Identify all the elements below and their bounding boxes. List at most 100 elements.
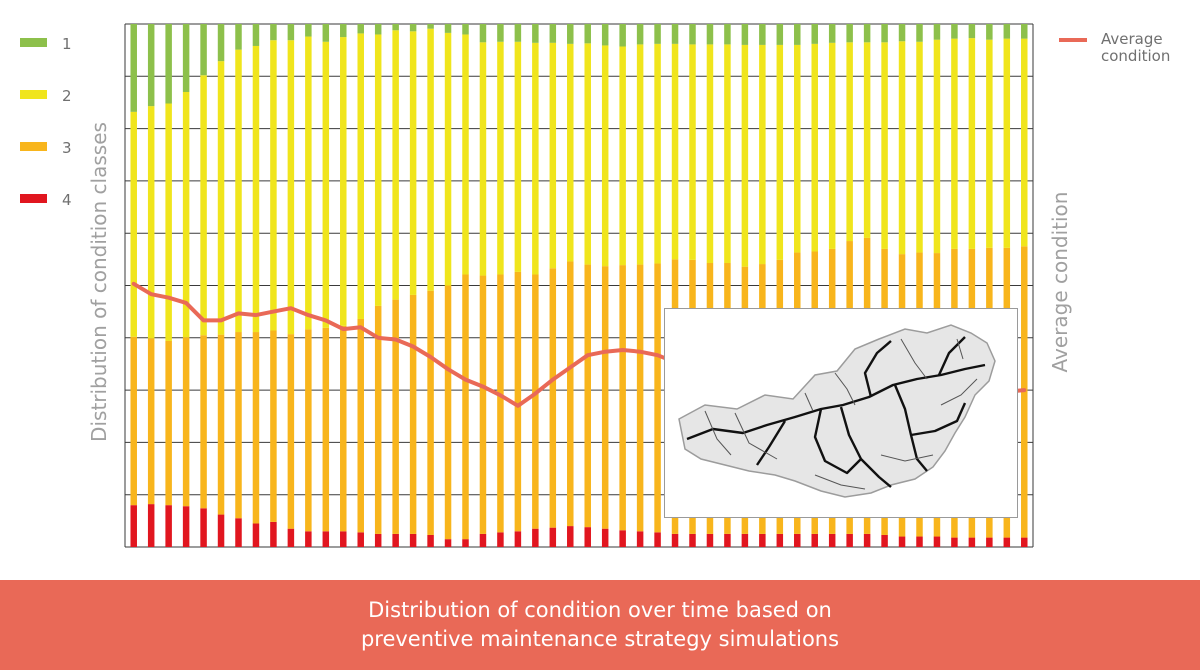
bar-segment-class-2 xyxy=(409,31,417,295)
bar-segment-class-4 xyxy=(601,528,609,547)
bar-segment-class-4 xyxy=(444,539,452,547)
bar-segment-class-1 xyxy=(933,24,941,40)
bar-segment-class-2 xyxy=(601,45,609,267)
bar-segment-class-2 xyxy=(444,32,452,286)
bar-segment-class-4 xyxy=(270,521,277,547)
bar-segment-class-3 xyxy=(601,266,609,529)
condition-chart: 1 2 3 4 Average condition Distribution o… xyxy=(20,23,1170,548)
bar-segment-class-4 xyxy=(968,537,976,547)
legend-swatch-1 xyxy=(20,38,47,47)
rail-network-map-icon xyxy=(678,324,996,498)
legend-swatch-4 xyxy=(20,194,47,203)
bar-segment-class-2 xyxy=(340,37,347,326)
bar-segment-class-2 xyxy=(986,39,993,248)
bar-segment-class-4 xyxy=(951,537,958,547)
bar-segment-class-2 xyxy=(252,45,260,333)
bar-segment-class-1 xyxy=(444,24,452,33)
bar-segment-class-4 xyxy=(654,532,661,547)
bar-segment-class-1 xyxy=(828,24,836,43)
bar-segment-class-2 xyxy=(776,44,784,260)
bar-segment-class-3 xyxy=(147,338,155,505)
bar-segment-class-4 xyxy=(497,532,504,547)
bar-segment-class-4 xyxy=(811,533,818,547)
caption-line-1: Distribution of condition over time base… xyxy=(368,597,832,622)
bar-segment-class-4 xyxy=(532,528,539,547)
bar-segment-class-3 xyxy=(654,263,661,533)
bar-segment-class-3 xyxy=(549,268,557,528)
bar-segment-class-3 xyxy=(374,305,382,534)
bar-segment-class-1 xyxy=(636,24,644,45)
bar-segment-class-2 xyxy=(863,42,871,238)
bar-segment-class-2 xyxy=(200,75,207,336)
bar-segment-class-3 xyxy=(165,340,172,506)
bar-segment-class-2 xyxy=(462,34,469,275)
bar-segment-class-1 xyxy=(671,24,679,44)
bar-segment-class-4 xyxy=(794,533,801,547)
bar-segment-class-2 xyxy=(479,42,487,276)
bar-segment-class-1 xyxy=(497,24,504,42)
bar-segment-class-4 xyxy=(916,536,923,547)
bar-segment-class-1 xyxy=(322,24,330,42)
bar-segment-class-2 xyxy=(881,42,888,249)
bar-segment-class-1 xyxy=(549,24,557,43)
bar-segment-class-3 xyxy=(235,332,242,519)
bar-segment-class-4 xyxy=(846,533,853,547)
bar-segment-class-2 xyxy=(654,43,661,264)
bar-segment-class-4 xyxy=(863,533,871,547)
bar-segment-class-2 xyxy=(951,38,958,249)
bar-segment-class-4 xyxy=(1021,537,1028,547)
bar-segment-class-4 xyxy=(933,536,941,547)
bar-segment-class-1 xyxy=(759,24,766,45)
bar-segment-class-4 xyxy=(828,533,836,547)
bar-segment-class-1 xyxy=(619,24,626,47)
bar-segment-class-4 xyxy=(689,533,696,547)
rail-network-map-inset xyxy=(664,308,1018,518)
bar-segment-class-4 xyxy=(182,506,190,547)
y2-axis-label: Average condition xyxy=(1048,192,1072,373)
legend-label-4: 4 xyxy=(62,191,72,209)
bar-segment-class-4 xyxy=(986,537,993,547)
bar-segment-class-4 xyxy=(479,533,487,547)
bar-segment-class-1 xyxy=(130,24,137,112)
bar-segment-class-3 xyxy=(497,274,504,533)
bar-segment-class-1 xyxy=(584,24,591,44)
bar-segment-class-4 xyxy=(340,531,347,547)
bar-segment-class-4 xyxy=(549,527,557,547)
bar-segment-class-1 xyxy=(357,24,364,34)
bar-segment-class-3 xyxy=(270,330,277,522)
bar-segment-class-2 xyxy=(584,43,591,265)
bar-segment-class-1 xyxy=(706,24,714,45)
bar-segment-class-2 xyxy=(916,41,923,253)
bar-segment-class-4 xyxy=(671,533,679,547)
bar-segment-class-3 xyxy=(252,332,260,524)
bar-segment-class-4 xyxy=(724,533,731,547)
bar-segment-class-1 xyxy=(305,24,312,37)
bar-segment-class-4 xyxy=(374,533,382,547)
bar-segment-class-1 xyxy=(514,24,522,42)
bar-segment-class-1 xyxy=(1021,24,1028,39)
bar-segment-class-2 xyxy=(724,44,731,264)
bar-segment-class-2 xyxy=(165,103,172,341)
bar-segment-class-3 xyxy=(392,299,399,534)
bar-segment-class-2 xyxy=(549,42,557,269)
bar-segment-class-2 xyxy=(846,42,853,242)
bar-segment-class-1 xyxy=(986,24,993,40)
bar-segment-class-3 xyxy=(532,274,539,529)
bar-segment-class-2 xyxy=(305,36,312,330)
bar-segment-class-3 xyxy=(340,325,347,532)
bar-segment-class-3 xyxy=(427,290,434,535)
bar-segment-class-1 xyxy=(532,24,539,43)
caption-banner: Distribution of condition over time base… xyxy=(0,580,1200,670)
bar-segment-class-3 xyxy=(462,274,469,540)
bar-segment-class-2 xyxy=(689,44,696,260)
bar-segment-class-2 xyxy=(619,46,626,266)
bar-segment-class-4 xyxy=(619,530,626,547)
bar-segment-class-1 xyxy=(427,24,434,29)
bar-segment-class-2 xyxy=(392,30,399,300)
bar-segment-class-1 xyxy=(147,24,155,107)
bar-segment-class-3 xyxy=(636,264,644,532)
bar-segment-class-4 xyxy=(776,533,784,547)
bar-segment-class-3 xyxy=(217,334,225,515)
bar-segment-class-1 xyxy=(270,24,277,41)
bar-segment-class-2 xyxy=(794,44,801,253)
